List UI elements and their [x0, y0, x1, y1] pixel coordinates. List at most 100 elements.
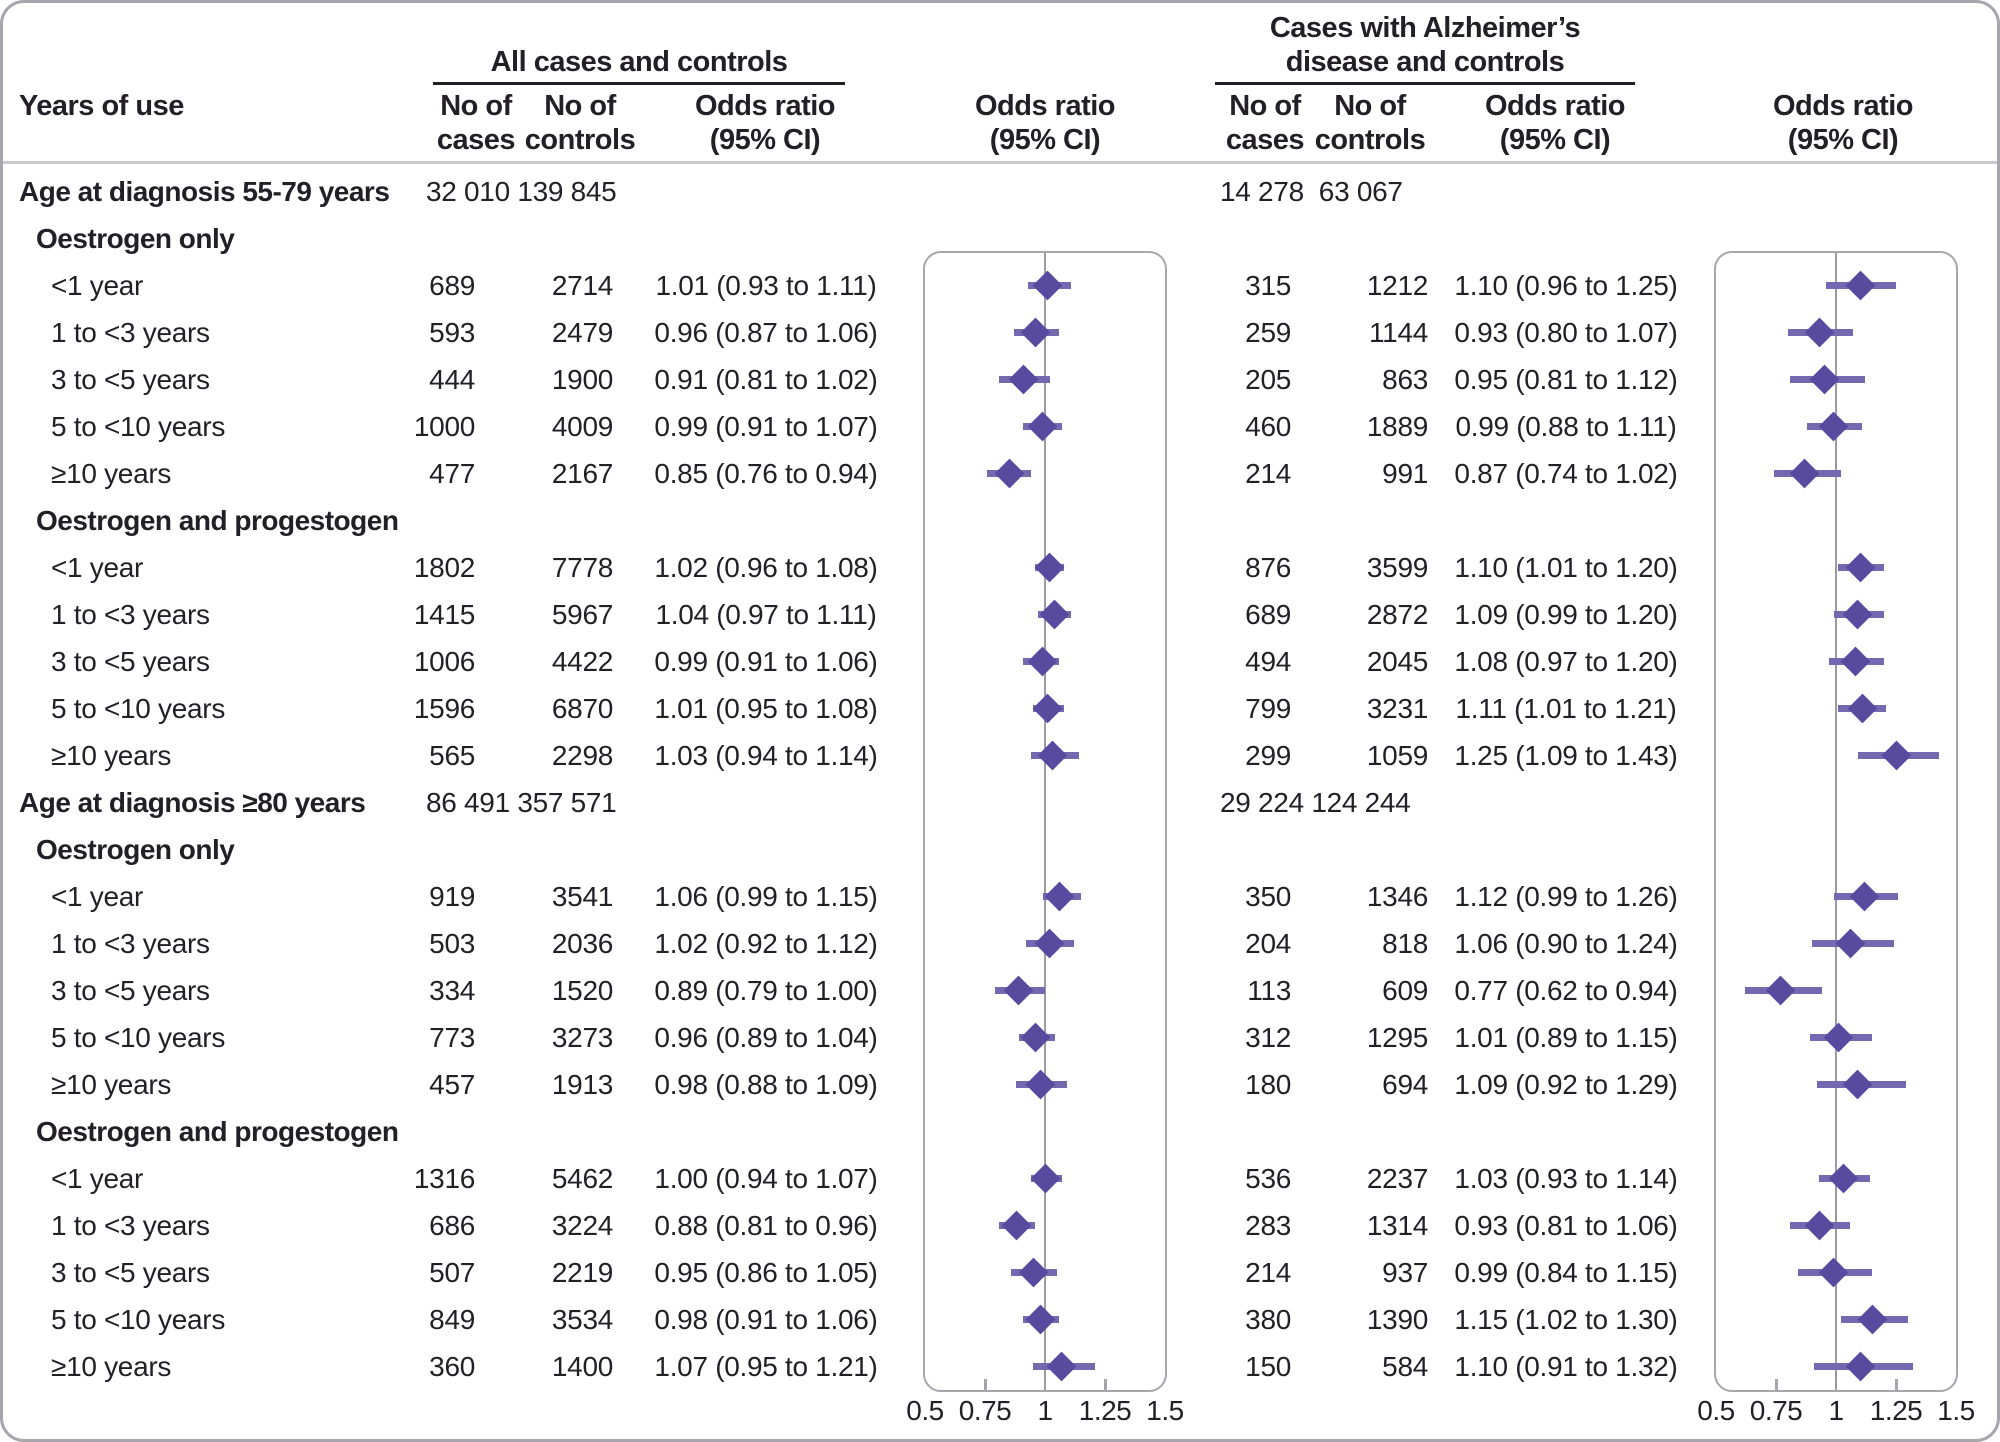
- or-diamond: [994, 458, 1024, 489]
- or-diamond: [1044, 881, 1075, 912]
- section-counts-alzheimers: 14 278 63 067: [1220, 176, 1403, 207]
- odds-ratio-value: 0.77 (0.62 to 0.94): [1454, 975, 1678, 1006]
- controls-value: 991: [1382, 458, 1428, 489]
- column-header-years-of-use: Years of use: [19, 90, 184, 122]
- header-separator-line: [3, 161, 1997, 164]
- cases-value: 214: [1245, 458, 1291, 489]
- cases-value: 536: [1245, 1163, 1291, 1194]
- or-diamond: [1030, 1163, 1060, 1194]
- controls-value: 3273: [551, 1022, 613, 1053]
- plot-header-odds-ratio-right: Odds ratio (95% CI): [1772, 90, 1914, 156]
- or-diamond: [1003, 975, 1034, 1006]
- table-row: 5 to <10 years 773 3273 0.96 (0.89 to 1.04)…: [3, 1014, 1997, 1061]
- axis-tick-label: 1: [1037, 1395, 1053, 1426]
- column-header-no-of-cases-right: No of cases: [1225, 90, 1305, 156]
- controls-value: 584: [1382, 1351, 1428, 1382]
- cases-value: 1000: [413, 411, 475, 442]
- axis-tick-label: 1.25: [1869, 1395, 1923, 1426]
- reference-line: [1835, 253, 1837, 1390]
- controls-value: 2167: [551, 458, 613, 489]
- odds-ratio-value: 1.12 (0.99 to 1.26): [1454, 881, 1678, 912]
- section-counts-alzheimers: 29 224 124 244: [1220, 787, 1411, 818]
- table-row: ≥10 years 360 1400 1.07 (0.95 to 1.21) 150 58…: [3, 1343, 1997, 1390]
- axis-tick-label: 0.5: [906, 1395, 944, 1426]
- controls-value: 4422: [551, 646, 613, 677]
- row-label: ≥10 years: [51, 1351, 172, 1382]
- odds-ratio-value: 0.96 (0.89 to 1.04): [654, 1022, 878, 1053]
- cases-value: 380: [1245, 1304, 1291, 1335]
- cases-value: 457: [429, 1069, 475, 1100]
- cases-value: 507: [429, 1257, 475, 1288]
- axis-tick-label: 1: [1828, 1395, 1844, 1426]
- controls-value: 1144: [1368, 317, 1428, 348]
- table-row: 5 to <10 years 849 3534 0.98 (0.91 to 1.06)…: [3, 1296, 1997, 1343]
- odds-ratio-value: 0.99 (0.84 to 1.15): [1454, 1257, 1678, 1288]
- table-row: ≥10 years 565 2298 1.03 (0.94 to 1.14) 299 10…: [3, 732, 1997, 779]
- row-label: Oestrogen only: [36, 834, 235, 865]
- table-row: <1 year 689 2714 1.01 (0.93 to 1.11) 315 1212…: [3, 262, 1997, 309]
- odds-ratio-value: 1.25 (1.09 to 1.43): [1454, 740, 1678, 771]
- controls-value: 2872: [1366, 599, 1428, 630]
- odds-ratio-value: 1.06 (0.99 to 1.15): [654, 881, 878, 912]
- controls-value: 2237: [1366, 1163, 1428, 1194]
- controls-value: 3534: [551, 1304, 613, 1335]
- table-row: 1 to <3 years 686 3224 0.88 (0.81 to 0.96) 2…: [3, 1202, 1997, 1249]
- or-diamond: [1034, 928, 1065, 959]
- row-label: 3 to <5 years: [51, 1257, 210, 1288]
- or-diamond: [1027, 646, 1058, 677]
- odds-ratio-value: 0.98 (0.91 to 1.06): [654, 1304, 878, 1335]
- controls-value: 609: [1382, 975, 1428, 1006]
- controls-value: 2714: [551, 270, 613, 301]
- row-label: ≥10 years: [51, 1069, 172, 1100]
- odds-ratio-value: 0.85 (0.76 to 0.94): [654, 458, 878, 489]
- column-header-no-of-cases-left: No of cases: [436, 90, 516, 156]
- cases-value: 689: [1245, 599, 1291, 630]
- odds-ratio-value: 1.07 (0.95 to 1.21): [654, 1351, 878, 1382]
- forest-layer-alzheimers: [1716, 253, 1956, 1390]
- row-label: Oestrogen and progestogen: [36, 1116, 399, 1147]
- cases-value: 773: [429, 1022, 475, 1053]
- controls-value: 863: [1382, 364, 1428, 395]
- row-label: 1 to <3 years: [51, 928, 210, 959]
- axis-tick-label: 0.75: [958, 1395, 1012, 1426]
- row-label: Oestrogen and progestogen: [36, 505, 399, 536]
- table-row: Oestrogen only: [3, 215, 1997, 262]
- or-diamond: [1037, 740, 1068, 771]
- or-diamond: [1842, 1069, 1873, 1100]
- odds-ratio-value: 1.08 (0.97 to 1.20): [1454, 646, 1678, 677]
- odds-ratio-value: 1.11 (1.01 to 1.21): [1455, 693, 1677, 724]
- forest-panel-alzheimers: [1714, 251, 1958, 1392]
- or-diamond: [1001, 1210, 1032, 1241]
- controls-value: 2036: [551, 928, 613, 959]
- or-diamond: [1032, 270, 1063, 301]
- controls-value: 1520: [551, 975, 613, 1006]
- odds-ratio-value: 1.00 (0.94 to 1.07): [654, 1163, 878, 1194]
- column-header-odds-ratio-right: Odds ratio (95% CI): [1484, 90, 1626, 156]
- controls-value: 2298: [551, 740, 613, 771]
- controls-value: 818: [1382, 928, 1428, 959]
- odds-ratio-value: 1.15 (1.02 to 1.30): [1454, 1304, 1678, 1335]
- table-row: Age at diagnosis 55-79 years 32 010 139 8…: [3, 168, 1997, 215]
- odds-ratio-value: 1.09 (0.99 to 1.20): [1454, 599, 1678, 630]
- cases-value: 1802: [413, 552, 475, 583]
- odds-ratio-value: 0.99 (0.91 to 1.07): [654, 411, 878, 442]
- table-row: 1 to <3 years 1415 5967 1.04 (0.97 to 1.11)…: [3, 591, 1997, 638]
- controls-value: 1346: [1366, 881, 1428, 912]
- cases-value: 565: [429, 740, 475, 771]
- controls-value: 1059: [1366, 740, 1428, 771]
- table-row: 3 to <5 years 334 1520 0.89 (0.79 to 1.00) 1…: [3, 967, 1997, 1014]
- cases-value: 113: [1247, 975, 1291, 1006]
- controls-value: 2219: [551, 1257, 613, 1288]
- controls-value: 2045: [1366, 646, 1428, 677]
- or-diamond: [1027, 411, 1058, 442]
- cases-value: 205: [1245, 364, 1291, 395]
- row-label: ≥10 years: [51, 740, 172, 771]
- odds-ratio-value: 1.02 (0.96 to 1.08): [654, 552, 878, 583]
- or-diamond: [1840, 646, 1871, 677]
- odds-ratio-value: 1.02 (0.92 to 1.12): [654, 928, 878, 959]
- odds-ratio-value: 1.03 (0.94 to 1.14): [654, 740, 878, 771]
- table-row: Oestrogen only: [3, 826, 1997, 873]
- table-row: <1 year 1802 7778 1.02 (0.96 to 1.08) 876 359…: [3, 544, 1997, 591]
- cases-value: 919: [429, 881, 475, 912]
